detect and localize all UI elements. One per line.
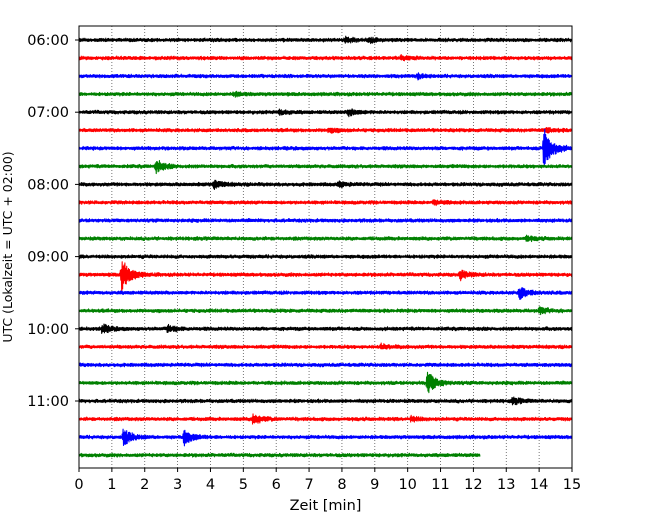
- y-axis-title: UTC (Lokalzeit = UTC + 02:00): [0, 151, 15, 342]
- trace-line: [78, 371, 573, 394]
- x-tick-label: 5: [239, 477, 248, 493]
- trace-line: [78, 413, 573, 425]
- x-axis-ticks: 0 1 2 3 4 5 6 7 8 9 10 11 12 13 14 15: [74, 468, 581, 493]
- x-tick-label: 0: [74, 477, 83, 493]
- x-tick-label: 1: [107, 477, 116, 493]
- trace-line: [78, 127, 573, 134]
- trace-line: [78, 254, 573, 260]
- y-tick-label: 09:00: [27, 250, 69, 266]
- trace-line: [78, 452, 481, 458]
- x-tick-label: 13: [497, 477, 515, 493]
- trace-line: [78, 199, 573, 207]
- x-tick-label: 14: [530, 477, 548, 493]
- y-tick-label: 10:00: [27, 322, 69, 338]
- x-tick-label: 6: [272, 477, 281, 493]
- trace-line: [78, 234, 573, 243]
- x-tick-label: 2: [140, 477, 149, 493]
- trace-line: [78, 362, 573, 368]
- x-tick-label: 11: [431, 477, 449, 493]
- trace-line: [78, 54, 573, 62]
- y-tick-label: 11:00: [27, 394, 69, 410]
- x-tick-label: 10: [398, 477, 416, 493]
- trace-line: [78, 396, 573, 406]
- x-tick-label: 15: [563, 477, 581, 493]
- seismic-traces: [78, 35, 573, 458]
- trace-line: [78, 261, 573, 293]
- trace-line: [78, 179, 573, 191]
- trace-line: [78, 160, 573, 175]
- plot-frame: [78, 25, 573, 469]
- trace-line: [78, 342, 573, 350]
- trace-line: [78, 90, 573, 98]
- x-tick-label: 9: [370, 477, 379, 493]
- x-tick-label: 7: [304, 477, 313, 493]
- trace-line: [78, 306, 573, 316]
- x-tick-label: 4: [206, 477, 215, 493]
- x-tick-label: 8: [337, 477, 346, 493]
- y-tick-label: 06:00: [27, 33, 69, 49]
- trace-line: [78, 287, 573, 300]
- trace-line: [78, 108, 573, 118]
- y-tick-label: 07:00: [27, 105, 69, 121]
- trace-line: [78, 428, 573, 447]
- x-tick-label: 12: [464, 477, 482, 493]
- y-tick-label: 08:00: [27, 177, 69, 193]
- y-axis-ticks: 06:00 07:00 08:00 09:00 10:00 11:00: [27, 33, 79, 410]
- x-tick-label: 3: [173, 477, 182, 493]
- trace-line: [78, 323, 573, 334]
- trace-line: [78, 35, 573, 45]
- x-axis-title: Zeit [min]: [290, 498, 362, 514]
- trace-line: [78, 218, 573, 223]
- trace-line: [78, 72, 573, 81]
- trace-line: [78, 128, 573, 168]
